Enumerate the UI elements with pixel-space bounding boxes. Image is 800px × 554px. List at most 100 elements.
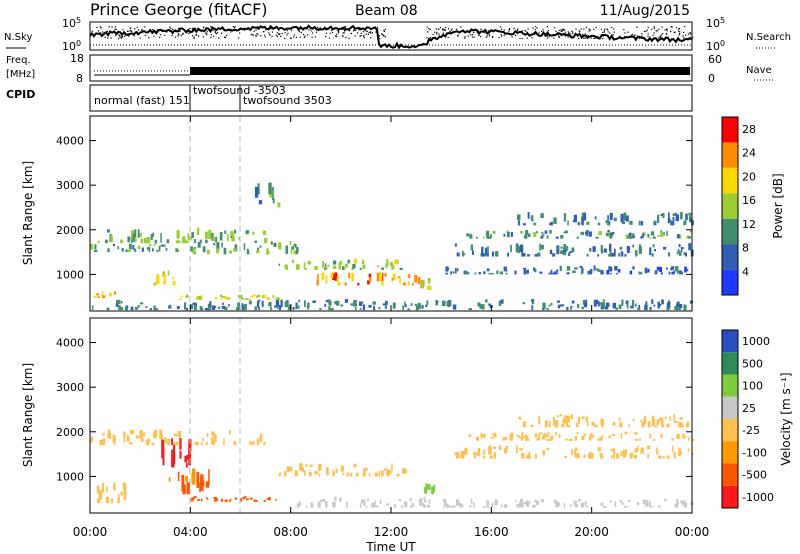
power-cell — [125, 305, 129, 308]
velocity-cell — [102, 432, 105, 436]
velocity-cell — [171, 438, 173, 445]
velocity-cell — [521, 453, 525, 459]
nsky-dot — [115, 28, 117, 30]
cpid-mode-twofsound-pos: twofsound 3503 — [243, 94, 332, 107]
power-cell — [581, 306, 585, 310]
nsky-dot — [127, 35, 129, 37]
velocity-cell — [515, 500, 517, 503]
velocity-cell — [404, 502, 408, 508]
power-cell — [618, 253, 620, 257]
freq-frame — [89, 54, 693, 82]
velocity-cell — [106, 486, 108, 493]
nsky-dot — [575, 28, 577, 30]
power-cell — [324, 303, 327, 307]
power-cell — [227, 234, 229, 242]
power-cell — [414, 303, 418, 306]
nsky-dot — [195, 30, 197, 32]
power-cell — [172, 277, 174, 280]
velocity-cell — [200, 498, 203, 502]
velocity-cell — [480, 432, 483, 437]
power-cell — [486, 268, 490, 272]
power-cell — [632, 300, 635, 307]
power-cb-swatch — [722, 218, 738, 245]
velocity-cell — [318, 473, 321, 477]
power-cell — [324, 267, 326, 270]
nsky-dot — [256, 26, 258, 28]
power-cell — [291, 259, 294, 263]
nsky-dot — [546, 35, 548, 37]
nsky-dot — [270, 28, 272, 30]
power-cell — [597, 269, 601, 272]
velocity-cell — [676, 498, 678, 502]
power-cell — [193, 304, 197, 311]
nsky-dot — [210, 29, 212, 31]
power-cell — [607, 223, 610, 226]
power-cell — [247, 250, 250, 255]
time-axis-label: Time UT — [365, 540, 416, 554]
power-cell — [264, 238, 268, 244]
nsky-dot — [572, 31, 574, 33]
nsky-dot — [365, 33, 367, 35]
power-cb-tick-label: 8 — [742, 242, 749, 255]
power-cell — [678, 234, 682, 239]
power-cell — [666, 230, 668, 236]
power-cb-swatch — [722, 193, 738, 219]
velocity-plot-area — [90, 318, 692, 513]
velocity-cell — [199, 482, 202, 493]
velocity-cell — [522, 421, 526, 428]
power-cell — [548, 304, 551, 307]
nsky-dot — [275, 34, 278, 36]
nave-trace — [190, 67, 690, 75]
power-cell — [257, 183, 260, 195]
velocity-cell — [173, 455, 176, 465]
power-cell — [239, 295, 243, 299]
nsky-dot — [524, 30, 526, 32]
power-cell — [180, 295, 183, 298]
velocity-cell — [490, 456, 493, 459]
power-cell — [219, 232, 223, 241]
velocity-cell — [546, 439, 548, 441]
power-cell — [274, 305, 277, 308]
nsky-dot — [527, 28, 529, 30]
power-cell — [654, 270, 658, 275]
velocity-cb-swatch — [722, 485, 738, 509]
power-cell — [121, 301, 123, 304]
velocity-cell — [195, 441, 199, 446]
velocity-cell — [518, 416, 521, 420]
nsky-dot — [325, 28, 327, 30]
power-cell — [185, 308, 188, 311]
velocity-cell — [309, 464, 313, 467]
power-band — [254, 182, 281, 208]
nsky-dot — [641, 33, 643, 35]
power-cell — [109, 292, 112, 297]
velocity-cell — [691, 439, 695, 441]
nsky-dot — [320, 28, 322, 30]
velocity-cell — [325, 500, 328, 508]
nsky-dot — [216, 32, 219, 34]
power-cell — [307, 304, 310, 310]
power-cell — [266, 297, 270, 300]
nsky-dot — [130, 30, 132, 32]
power-cell — [491, 251, 494, 257]
nsky-dot — [447, 36, 449, 38]
power-cell — [679, 270, 682, 275]
nsky-dot — [139, 37, 141, 39]
power-cell — [426, 300, 429, 305]
nsky-dot — [560, 29, 562, 31]
nsky-dot — [122, 29, 124, 31]
power-cell — [651, 253, 654, 257]
power-cell — [618, 304, 622, 309]
power-cell — [614, 248, 616, 257]
power-cell — [197, 227, 200, 235]
velocity-cell — [486, 500, 490, 505]
power-cell — [629, 220, 633, 225]
power-cell — [505, 272, 508, 275]
nsky-dot — [342, 32, 344, 34]
power-cell — [233, 229, 237, 234]
velocity-cell — [400, 505, 404, 508]
power-cell — [253, 294, 256, 297]
velocity-cell — [161, 439, 165, 459]
power-cell — [564, 230, 568, 234]
power-cell — [667, 300, 670, 308]
nsky-dot — [256, 33, 258, 35]
